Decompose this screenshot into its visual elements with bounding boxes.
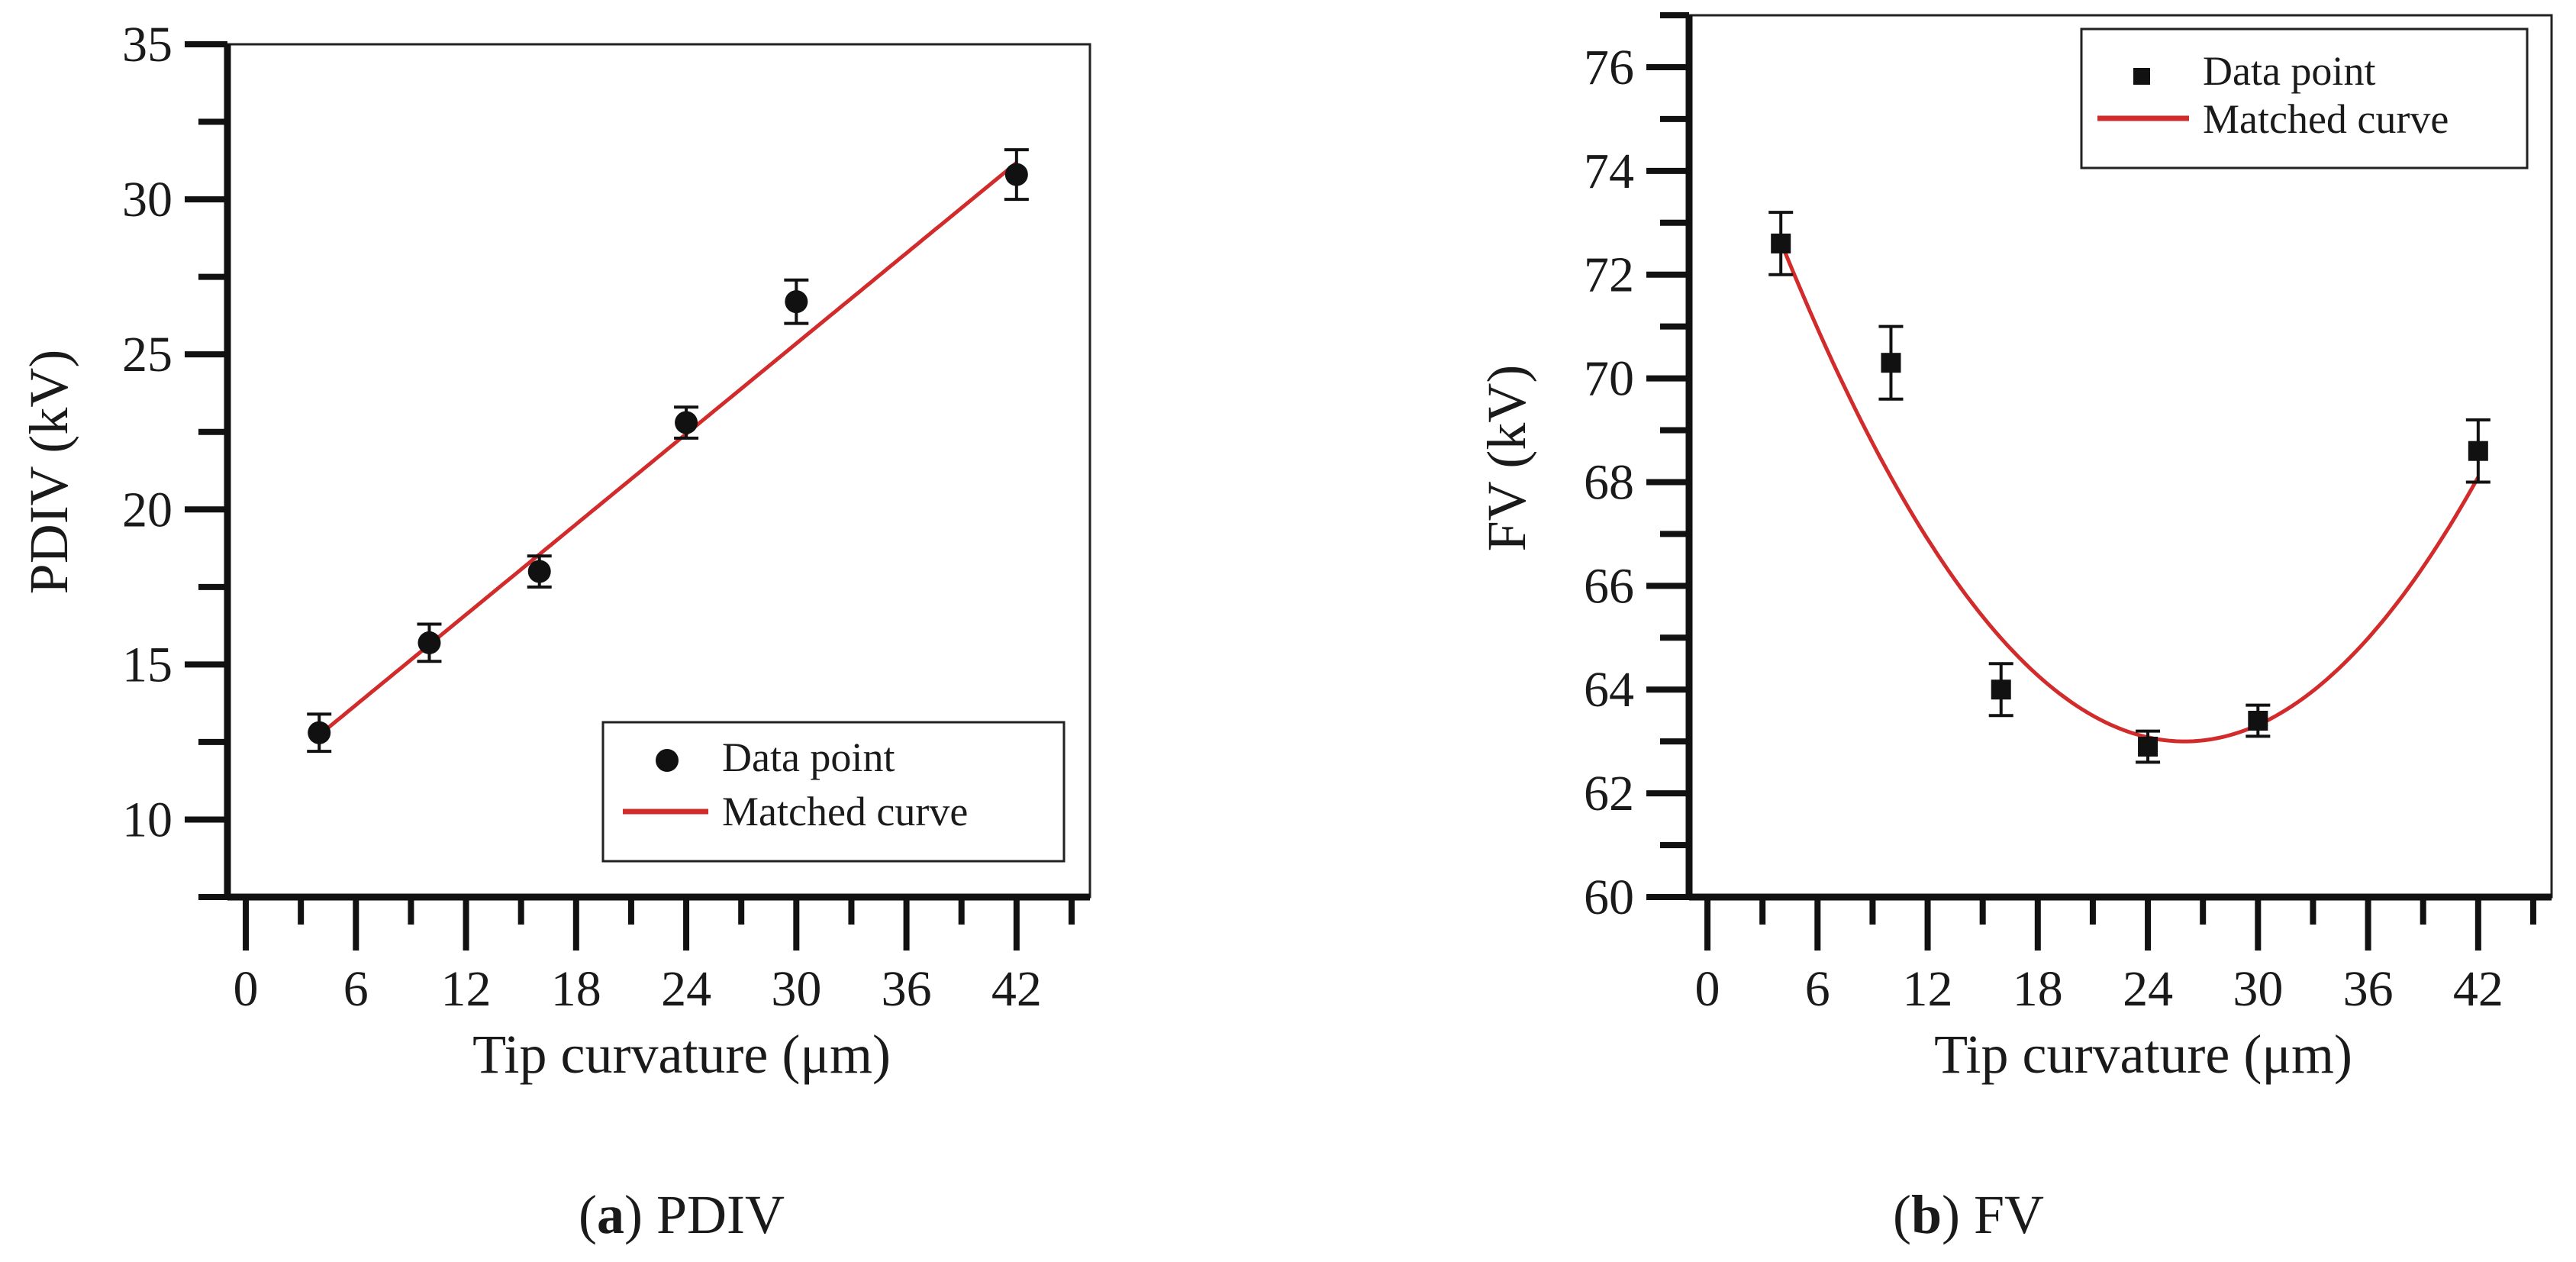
data-point-marker (1771, 233, 1791, 253)
legend-marker-data-point (2133, 68, 2150, 85)
x-tick-label: 18 (2013, 961, 2063, 1017)
y-tick-label: 25 (122, 327, 172, 382)
data-point-group (1004, 148, 1029, 202)
data-point-marker (527, 560, 551, 583)
caption-b: (b) FV (1892, 1184, 2045, 1245)
caption-b-title: FV (1973, 1184, 2045, 1245)
y-tick-label: 60 (1584, 870, 1634, 925)
data-point-marker (785, 290, 808, 314)
legend: Data point Matched curve (2080, 27, 2529, 169)
data-point-marker (675, 411, 698, 434)
panel-a-pdiv: 0 6 12 18 24 30 36 42 10 15 20 25 30 35 Tip curvature… (18, 17, 1091, 1085)
legend-box (2080, 27, 2529, 169)
data-point-group (527, 554, 552, 589)
x-tick-label: 0 (1695, 961, 1720, 1017)
data-point-marker (1881, 353, 1901, 373)
caption-a: (a) PDIV (579, 1184, 785, 1245)
y-tick-label: 64 (1584, 662, 1634, 718)
x-tick-label: 12 (441, 961, 492, 1017)
x-tick-label: 0 (234, 961, 259, 1017)
y-tick-label: 72 (1584, 247, 1634, 303)
data-point-group (307, 712, 332, 754)
x-tick-label: 36 (2343, 961, 2394, 1017)
data-point-group (1768, 211, 1794, 276)
data-point-group (1878, 324, 1904, 401)
x-tick-label: 6 (1805, 961, 1830, 1017)
caption-a-title: PDIV (656, 1184, 785, 1245)
x-tick-label: 30 (771, 961, 821, 1017)
x-tick-label: 36 (882, 961, 932, 1017)
legend-label-matched-curve: Matched curve (722, 789, 968, 834)
y-tick-label: 76 (1584, 40, 1634, 95)
x-tick-label: 24 (2123, 961, 2173, 1017)
data-point-group (2465, 418, 2491, 484)
data-point-marker (1004, 163, 1028, 186)
data-point-group (674, 405, 699, 440)
data-point-marker (1991, 679, 2011, 700)
data-point-group (2246, 703, 2271, 738)
legend-label-data-point: Data point (2203, 48, 2375, 94)
legend-label-data-point: Data point (722, 734, 895, 780)
data-point-marker (2138, 736, 2158, 757)
caption-b-label: b (1910, 1184, 1942, 1245)
x-tick-label: 24 (661, 961, 711, 1017)
data-point-marker (2248, 711, 2268, 731)
legend-marker-data-point (656, 749, 679, 772)
y-tick-label: 35 (122, 17, 172, 73)
legend: Data point Matched curve (601, 721, 1066, 863)
x-tick-label: 6 (343, 961, 369, 1017)
y-tick-label: 66 (1584, 558, 1634, 614)
x-tick-label: 12 (1903, 961, 1953, 1017)
y-tick-label: 74 (1584, 144, 1634, 199)
y-axis-label: PDIV (kV) (18, 350, 79, 595)
data-point-group (417, 622, 442, 663)
y-tick-label: 70 (1584, 351, 1634, 407)
y-axis-label: FV (kV) (1476, 365, 1537, 552)
y-tick-label: 10 (122, 792, 172, 847)
legend-box (601, 721, 1066, 863)
data-point-group (784, 278, 809, 325)
data-point-group (1988, 662, 2013, 718)
x-tick-label: 18 (551, 961, 601, 1017)
y-tick-label: 30 (122, 172, 172, 228)
y-tick-label: 20 (122, 482, 172, 537)
x-axis-label: Tip curvature (μm) (1934, 1024, 2352, 1085)
x-tick-label: 42 (2453, 961, 2503, 1017)
x-tick-label: 30 (2233, 961, 2283, 1017)
data-point-group (2136, 729, 2161, 764)
x-tick-label: 42 (991, 961, 1042, 1017)
y-tick-label: 62 (1584, 766, 1634, 821)
y-tick-label: 68 (1584, 454, 1634, 510)
caption-a-label: a (596, 1184, 624, 1245)
data-point-marker (418, 631, 441, 654)
matched-curve-line (1778, 240, 2480, 744)
data-point-marker (308, 721, 331, 744)
data-point-marker (2468, 441, 2488, 461)
legend-label-matched-curve: Matched curve (2203, 96, 2449, 142)
x-axis-label: Tip curvature (μm) (472, 1024, 891, 1085)
y-tick-label: 15 (122, 637, 172, 692)
panel-b-fv: 0 6 12 18 24 30 36 42 60 62 64 66 68 70 72 74 76 Tip cur… (1476, 12, 2553, 1085)
